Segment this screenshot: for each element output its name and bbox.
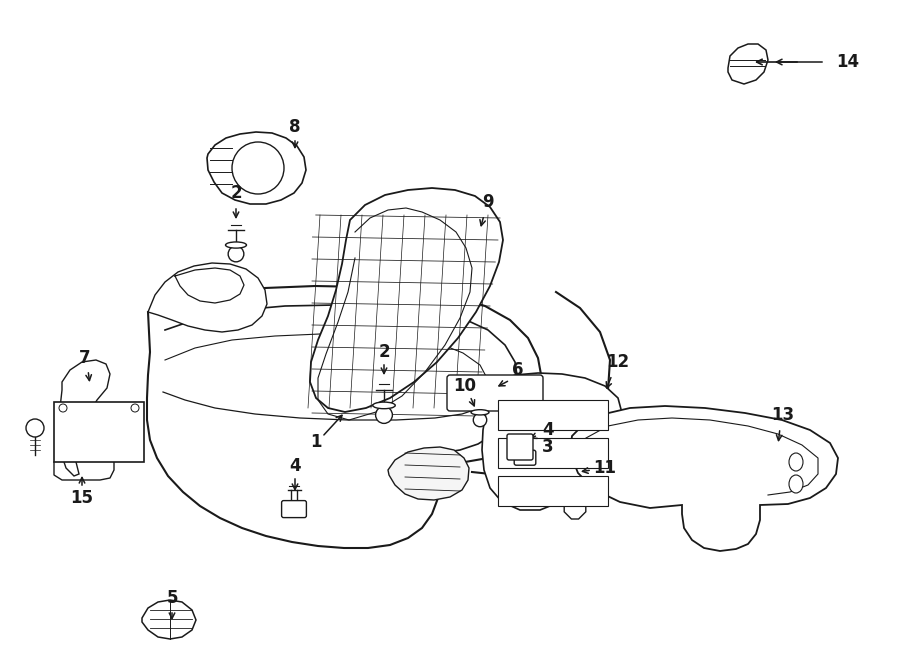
Text: 11: 11	[593, 459, 616, 477]
Circle shape	[59, 404, 67, 412]
Polygon shape	[58, 360, 110, 476]
Polygon shape	[553, 458, 577, 478]
Polygon shape	[388, 447, 469, 500]
Ellipse shape	[373, 402, 395, 408]
Polygon shape	[482, 373, 622, 510]
Polygon shape	[728, 44, 768, 84]
FancyBboxPatch shape	[54, 402, 144, 462]
FancyBboxPatch shape	[498, 476, 608, 506]
Text: 2: 2	[230, 184, 242, 202]
Text: 10: 10	[454, 377, 476, 395]
Text: 15: 15	[70, 489, 94, 507]
Polygon shape	[147, 286, 542, 548]
Text: 12: 12	[607, 353, 630, 371]
Circle shape	[232, 142, 284, 194]
Text: 9: 9	[482, 193, 494, 211]
Text: 14: 14	[836, 53, 860, 71]
Text: 8: 8	[289, 118, 301, 136]
Ellipse shape	[789, 475, 803, 493]
FancyBboxPatch shape	[282, 500, 306, 518]
Ellipse shape	[789, 453, 803, 471]
Circle shape	[26, 419, 44, 437]
Circle shape	[375, 407, 392, 424]
FancyBboxPatch shape	[498, 400, 608, 430]
Ellipse shape	[226, 242, 247, 248]
Polygon shape	[564, 501, 586, 519]
Circle shape	[229, 246, 244, 262]
Text: 5: 5	[166, 589, 178, 607]
Text: 3: 3	[542, 438, 554, 456]
Polygon shape	[142, 600, 196, 639]
FancyBboxPatch shape	[514, 450, 536, 465]
Text: 1: 1	[310, 433, 322, 451]
Ellipse shape	[471, 410, 489, 415]
Text: 4: 4	[289, 457, 301, 475]
Polygon shape	[310, 188, 503, 412]
Text: 7: 7	[79, 349, 91, 367]
Text: 6: 6	[512, 361, 524, 379]
Text: 2: 2	[378, 343, 390, 361]
FancyBboxPatch shape	[447, 375, 543, 411]
Polygon shape	[570, 406, 838, 551]
Text: 4: 4	[542, 421, 554, 439]
Circle shape	[473, 413, 487, 427]
Text: 13: 13	[771, 406, 795, 424]
Polygon shape	[207, 132, 306, 204]
FancyBboxPatch shape	[507, 434, 533, 460]
Polygon shape	[148, 263, 267, 332]
FancyBboxPatch shape	[498, 438, 608, 468]
Circle shape	[131, 404, 139, 412]
